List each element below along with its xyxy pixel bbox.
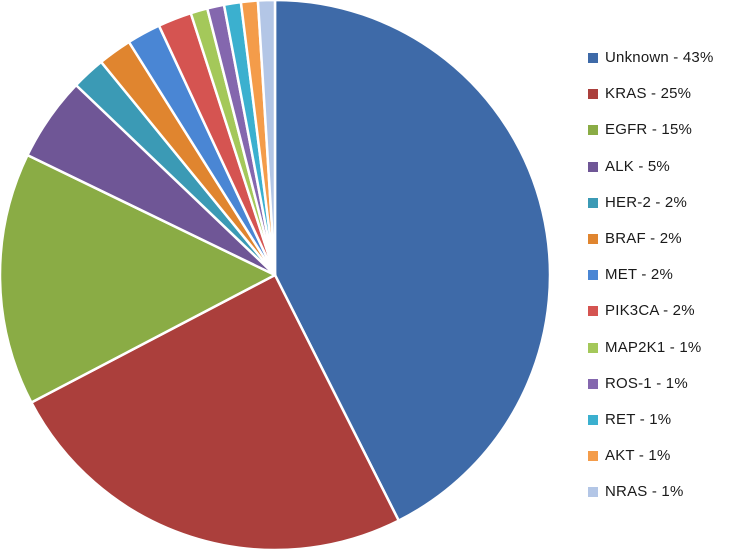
legend-label: ROS-1 - 1% bbox=[605, 374, 688, 392]
pie-slice-kras bbox=[30, 273, 400, 550]
legend-item-met: MET - 2% bbox=[588, 265, 738, 301]
legend-label: KRAS - 25% bbox=[605, 85, 692, 103]
legend-swatch bbox=[588, 378, 598, 389]
pie-slice-unknown bbox=[273, 0, 552, 522]
legend-swatch bbox=[588, 306, 598, 317]
legend-swatch bbox=[588, 53, 598, 63]
legend-item-kras: KRAS - 25% bbox=[588, 84, 738, 120]
legend-label: NRAS - 1% bbox=[605, 483, 684, 501]
legend-label: MAP2K1 - 1% bbox=[605, 338, 702, 356]
legend-swatch bbox=[588, 270, 598, 281]
chart-legend: Unknown - 43% KRAS - 25% EGFR - 15% ALK - 5… bbox=[588, 48, 738, 518]
legend-label: BRAF - 2% bbox=[605, 229, 682, 247]
legend-item-akt: AKT - 1% bbox=[588, 446, 738, 482]
legend-swatch bbox=[588, 451, 598, 462]
pie-slice-egfr bbox=[0, 153, 277, 404]
legend-swatch bbox=[588, 197, 598, 208]
legend-label: Unknown - 43% bbox=[605, 49, 714, 66]
legend-item-nras: NRAS - 1% bbox=[588, 482, 738, 518]
legend-label: AKT - 1% bbox=[605, 447, 671, 465]
legend-label: RET - 1% bbox=[605, 410, 672, 428]
legend-item-unknown: Unknown - 43% bbox=[588, 48, 738, 84]
legend-item-her-2: HER-2 - 2% bbox=[588, 193, 738, 229]
legend-item-alk: ALK - 5% bbox=[588, 157, 738, 193]
legend-swatch bbox=[588, 487, 598, 498]
legend-label: EGFR - 15% bbox=[605, 121, 693, 139]
legend-swatch bbox=[588, 89, 598, 100]
legend-item-ros-1: ROS-1 - 1% bbox=[588, 374, 738, 410]
legend-label: PIK3CA - 2% bbox=[605, 302, 695, 320]
legend-swatch bbox=[588, 161, 598, 172]
pie-slice-nras bbox=[256, 0, 277, 277]
legend-item-egfr: EGFR - 15% bbox=[588, 120, 738, 156]
legend-swatch bbox=[588, 125, 598, 136]
legend-item-pik3ca: PIK3CA - 2% bbox=[588, 301, 738, 337]
legend-item-braf: BRAF - 2% bbox=[588, 229, 738, 265]
legend-label: HER-2 - 2% bbox=[605, 193, 688, 211]
legend-item-map2k1: MAP2K1 - 1% bbox=[588, 338, 738, 374]
legend-label: ALK - 5% bbox=[605, 157, 670, 175]
legend-item-ret: RET - 1% bbox=[588, 410, 738, 446]
legend-swatch bbox=[588, 414, 598, 425]
legend-swatch bbox=[588, 233, 598, 244]
legend-swatch bbox=[588, 342, 598, 353]
legend-label: MET - 2% bbox=[605, 266, 674, 284]
